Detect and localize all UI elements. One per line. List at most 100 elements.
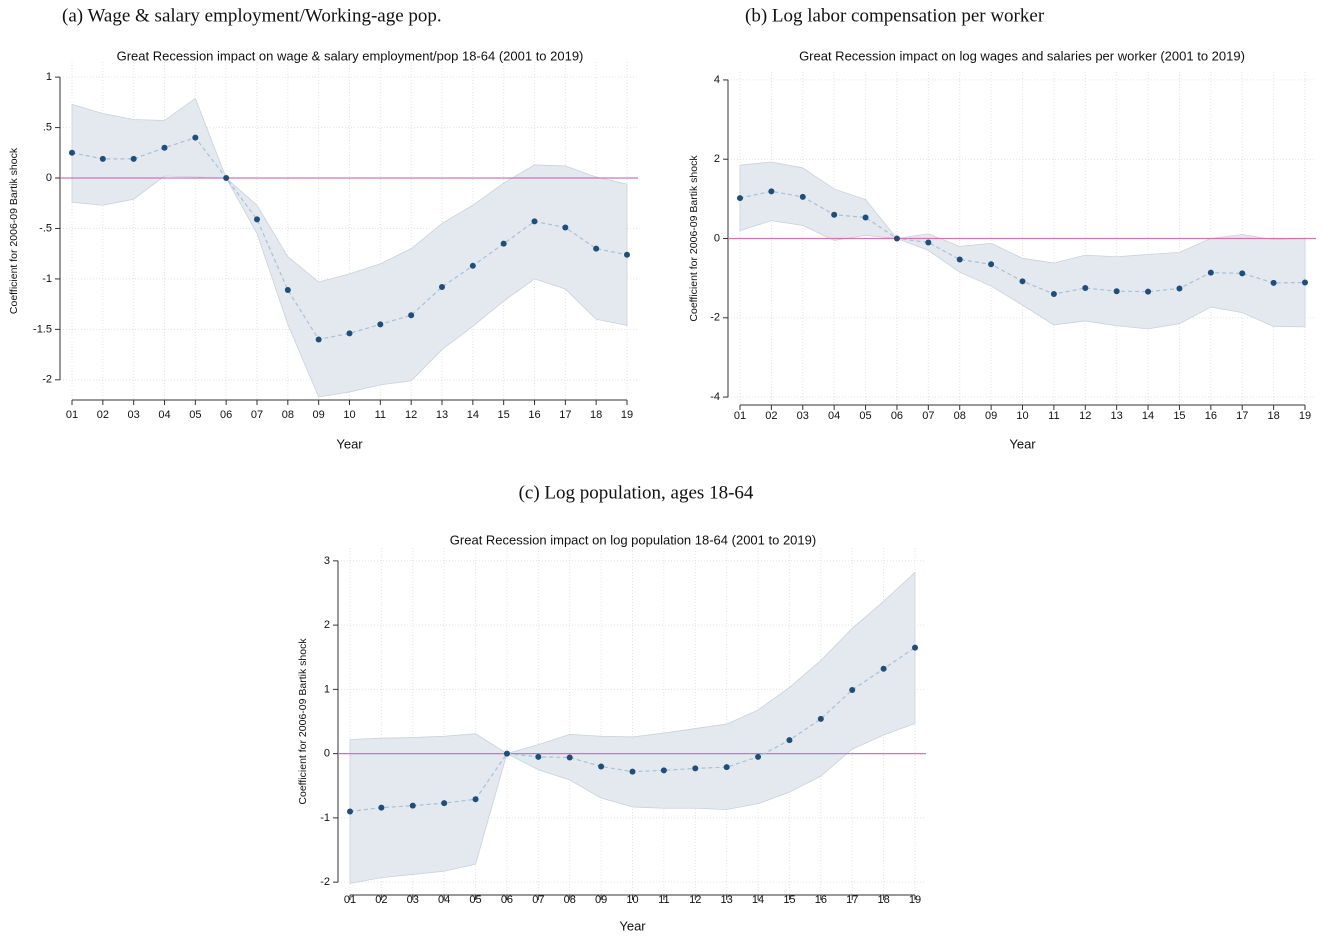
x-tick-label: 17 xyxy=(559,409,571,421)
estimate-point xyxy=(624,251,630,258)
x-tick-label: 14 xyxy=(467,409,479,421)
y-tick-label: 1 xyxy=(324,683,330,695)
x-tick-label: 12 xyxy=(405,409,417,421)
y-axis-label: Coefficient for 2006-09 Bartik shock xyxy=(688,155,700,322)
panel-caption: (a) Wage & salary employment/Working-age… xyxy=(62,5,442,26)
x-tick-label: 13 xyxy=(436,409,448,421)
x-tick-label: 18 xyxy=(877,894,889,906)
confidence-band xyxy=(739,161,1306,330)
estimate-point xyxy=(192,134,199,141)
x-tick-label: 19 xyxy=(1299,410,1311,422)
x-tick-label: 18 xyxy=(590,409,602,421)
estimate-point xyxy=(535,753,542,760)
x-tick-label: 07 xyxy=(532,894,544,906)
estimate-point xyxy=(1176,285,1183,292)
x-tick-label: 08 xyxy=(282,409,294,421)
x-tick-label: 01 xyxy=(734,410,746,422)
x-tick-label: 15 xyxy=(498,409,510,421)
estimate-point xyxy=(472,796,479,803)
y-tick-label: .5 xyxy=(43,121,52,133)
x-tick-label: 03 xyxy=(407,894,419,906)
y-tick-label: -2 xyxy=(710,312,720,324)
y-tick-label: 3 xyxy=(324,555,330,567)
x-tick-label: 04 xyxy=(438,894,450,906)
estimate-point xyxy=(799,193,806,200)
y-tick-label: -2 xyxy=(320,876,330,888)
y-tick-label: 2 xyxy=(324,619,330,631)
estimate-point xyxy=(500,240,507,247)
estimate-point xyxy=(629,768,636,775)
x-tick-label: 01 xyxy=(344,894,356,906)
y-tick-label: -4 xyxy=(710,391,720,403)
x-axis-label: Year xyxy=(619,918,646,933)
estimate-point xyxy=(849,687,856,694)
estimate-point xyxy=(1270,279,1277,286)
y-tick-label: 2 xyxy=(714,153,720,165)
x-tick-label: 13 xyxy=(1111,410,1123,422)
estimate-point xyxy=(161,144,168,151)
estimate-point xyxy=(531,218,538,225)
estimate-point xyxy=(377,321,384,328)
chart-title: Great Recession impact on log population… xyxy=(450,532,816,547)
estimate-point xyxy=(1050,291,1057,297)
x-tick-label: 10 xyxy=(626,894,638,906)
estimate-point xyxy=(469,262,476,269)
estimate-point xyxy=(988,261,995,268)
x-tick-label: 16 xyxy=(528,409,540,421)
estimate-point xyxy=(925,239,932,246)
confidence-band xyxy=(349,571,916,884)
x-tick-label: 14 xyxy=(752,894,764,906)
estimate-point xyxy=(347,808,353,815)
estimate-point xyxy=(441,800,448,807)
estimate-point xyxy=(956,256,963,263)
x-tick-label: 05 xyxy=(469,894,481,906)
estimate-point xyxy=(912,644,918,651)
x-tick-label: 17 xyxy=(846,894,858,906)
x-tick-label: 06 xyxy=(501,894,513,906)
y-tick-label: 0 xyxy=(324,748,330,760)
x-tick-label: 17 xyxy=(1236,410,1248,422)
panel-caption: (b) Log labor compensation per worker xyxy=(745,5,1045,26)
x-tick-label: 02 xyxy=(765,410,777,422)
estimate-point xyxy=(1113,288,1120,295)
estimate-point xyxy=(755,753,762,760)
x-tick-label: 09 xyxy=(985,410,997,422)
y-tick-label: -1 xyxy=(320,812,330,824)
x-tick-label: 10 xyxy=(1016,410,1028,422)
x-tick-label: 14 xyxy=(1142,410,1154,422)
estimate-point xyxy=(893,235,900,242)
x-tick-label: 11 xyxy=(1048,410,1059,422)
x-tick-label: 11 xyxy=(658,894,669,906)
y-tick-label: 1 xyxy=(46,71,52,83)
x-tick-label: 04 xyxy=(828,410,840,422)
x-tick-label: 09 xyxy=(313,409,325,421)
y-tick-label: 0 xyxy=(714,232,720,244)
x-tick-label: 07 xyxy=(922,410,934,422)
y-tick-label: 4 xyxy=(714,74,720,86)
y-tick-label: 0 xyxy=(46,172,52,184)
x-tick-label: 07 xyxy=(251,409,263,421)
estimate-point xyxy=(692,765,699,772)
x-tick-label: 15 xyxy=(783,894,795,906)
x-tick-label: 06 xyxy=(891,410,903,422)
y-axis-label: Coefficient for 2006-09 Bartik shock xyxy=(297,638,309,805)
x-tick-label: 03 xyxy=(797,410,809,422)
x-tick-label: 19 xyxy=(621,409,633,421)
estimate-point xyxy=(315,336,322,343)
x-tick-label: 10 xyxy=(343,409,355,421)
estimate-point xyxy=(378,804,385,811)
x-tick-label: 01 xyxy=(66,409,78,421)
estimate-point xyxy=(1019,278,1026,285)
estimate-point xyxy=(786,737,793,744)
x-tick-label: 04 xyxy=(158,409,170,421)
x-tick-label: 02 xyxy=(375,894,387,906)
x-tick-label: 15 xyxy=(1173,410,1185,422)
estimate-point xyxy=(408,312,415,319)
estimate-point xyxy=(439,283,445,290)
estimate-point xyxy=(598,763,605,770)
panel-caption: (c) Log population, ages 18-64 xyxy=(519,482,754,503)
estimate-point xyxy=(254,216,260,223)
estimate-point xyxy=(1207,269,1214,276)
estimate-point xyxy=(1145,288,1152,295)
